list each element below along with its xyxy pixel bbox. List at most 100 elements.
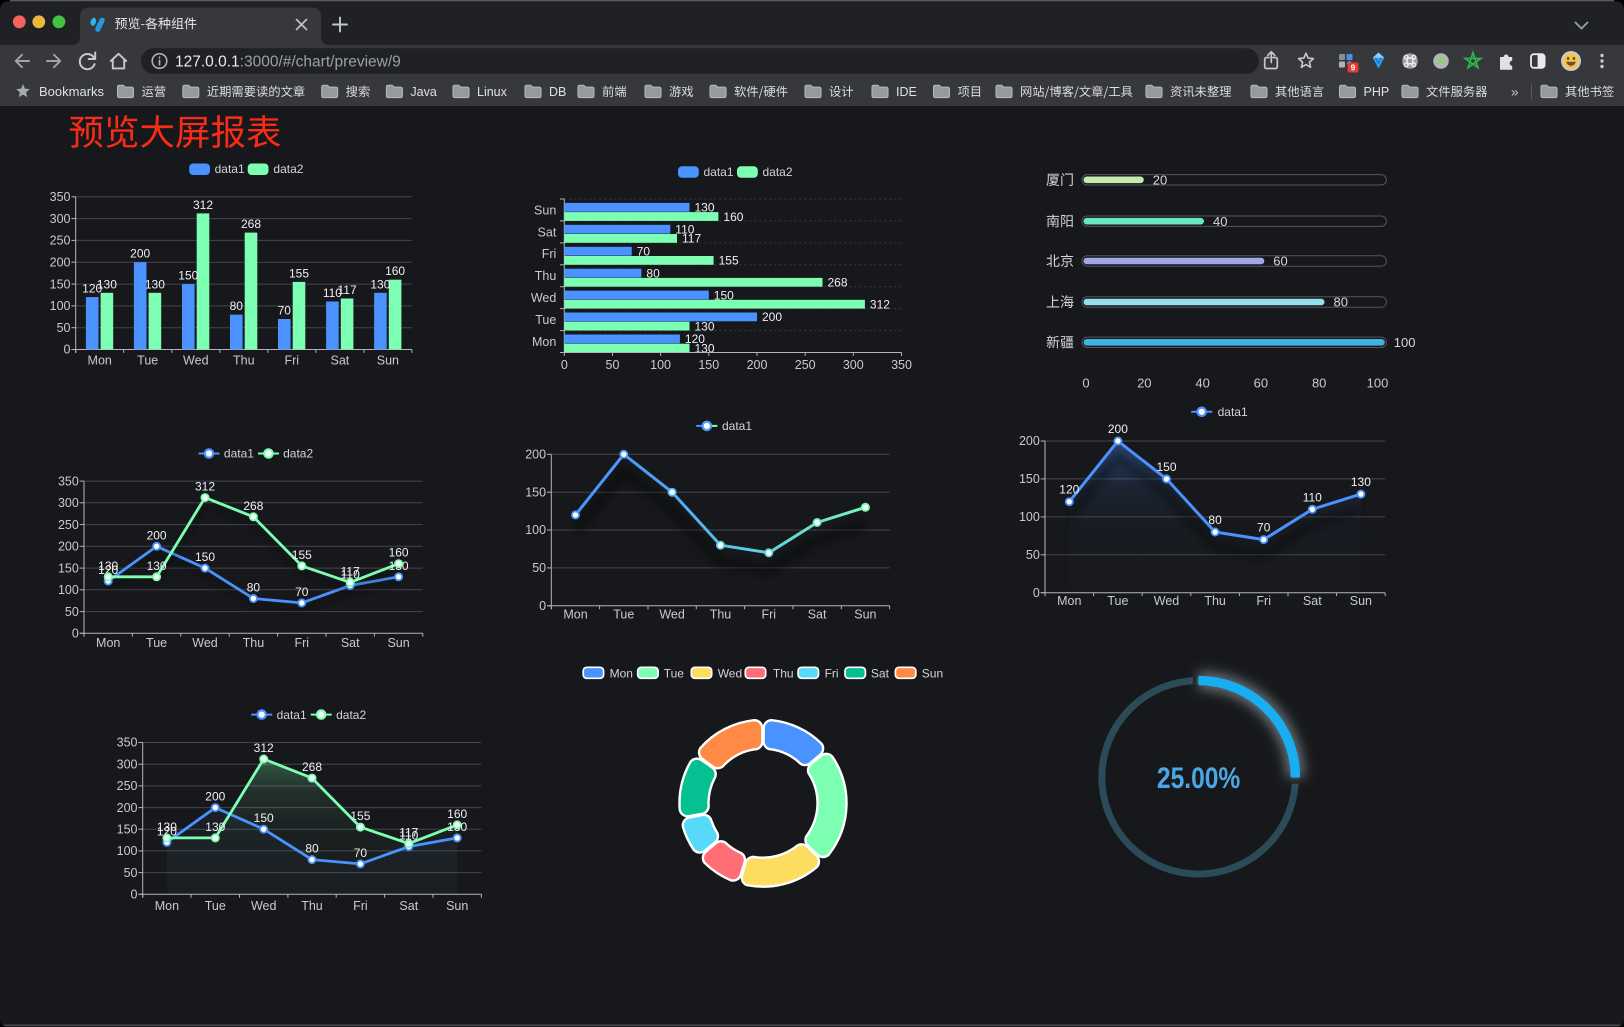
svg-text:Sun: Sun (534, 203, 556, 217)
svg-text:50: 50 (606, 358, 620, 372)
svg-text:120: 120 (1059, 483, 1079, 497)
svg-text:117: 117 (682, 232, 701, 246)
svg-text:Sat: Sat (399, 899, 418, 913)
svg-text:200: 200 (1108, 422, 1128, 436)
svg-text:80: 80 (305, 842, 319, 856)
svg-text:Sun: Sun (854, 608, 876, 622)
svg-text:70: 70 (1257, 521, 1271, 535)
svg-text:Thu: Thu (1204, 594, 1226, 608)
svg-text:50: 50 (65, 605, 79, 619)
svg-text:0: 0 (1082, 376, 1089, 391)
svg-text:312: 312 (193, 198, 213, 212)
svg-text:312: 312 (195, 480, 215, 494)
svg-text:25.00%: 25.00% (1157, 760, 1240, 794)
svg-text:110: 110 (675, 223, 694, 237)
svg-text:200: 200 (58, 540, 79, 554)
svg-text:250: 250 (117, 779, 138, 793)
svg-text:100: 100 (1394, 335, 1416, 350)
svg-text:Sat: Sat (538, 225, 557, 239)
svg-text:150: 150 (714, 288, 734, 302)
svg-text:Wed: Wed (659, 608, 685, 622)
svg-text:Sat: Sat (871, 666, 890, 680)
svg-text:Sun: Sun (377, 354, 399, 368)
svg-text:Fri: Fri (762, 608, 777, 622)
svg-text:Sun: Sun (1350, 594, 1372, 608)
svg-text:60: 60 (1273, 254, 1287, 269)
svg-text:130: 130 (695, 341, 715, 355)
svg-text:160: 160 (389, 546, 409, 560)
svg-text:155: 155 (292, 548, 312, 562)
svg-text:data1: data1 (224, 447, 254, 461)
svg-text:130: 130 (97, 277, 117, 291)
svg-text:Mon: Mon (88, 354, 112, 368)
svg-text:Bookmarks: Bookmarks (39, 84, 105, 99)
svg-text:80: 80 (1312, 376, 1326, 391)
svg-text:Thu: Thu (773, 666, 794, 680)
svg-text:160: 160 (447, 807, 467, 821)
svg-text:data1: data1 (1218, 405, 1248, 419)
svg-text:268: 268 (828, 276, 848, 290)
svg-text:Thu: Thu (710, 608, 732, 622)
svg-text:150: 150 (58, 561, 79, 575)
svg-text:Thu: Thu (233, 354, 255, 368)
svg-text:100: 100 (58, 583, 79, 597)
svg-text:Thu: Thu (243, 636, 265, 650)
svg-text:150: 150 (254, 811, 274, 825)
svg-text:300: 300 (843, 358, 864, 372)
svg-text:200: 200 (525, 448, 546, 462)
svg-text:300: 300 (117, 757, 138, 771)
svg-text:data1: data1 (722, 419, 752, 433)
svg-text:60: 60 (1254, 376, 1268, 391)
svg-text:50: 50 (124, 866, 138, 880)
svg-text:200: 200 (147, 528, 167, 542)
svg-text:40: 40 (1195, 376, 1209, 391)
svg-text:0: 0 (1033, 586, 1040, 600)
svg-text:Mon: Mon (155, 899, 179, 913)
svg-text:110: 110 (399, 829, 418, 843)
svg-text:70: 70 (278, 304, 292, 318)
svg-text:250: 250 (795, 358, 816, 372)
svg-text:160: 160 (385, 264, 405, 278)
svg-text:155: 155 (289, 266, 309, 280)
svg-text:20: 20 (1153, 172, 1167, 187)
svg-text:50: 50 (532, 561, 546, 575)
svg-text:200: 200 (50, 255, 71, 269)
svg-text:130: 130 (145, 277, 165, 291)
svg-text:150: 150 (1156, 460, 1176, 474)
svg-text:Mon: Mon (532, 335, 556, 349)
svg-text:100: 100 (1019, 510, 1040, 524)
svg-text:70: 70 (637, 245, 651, 259)
svg-text:200: 200 (747, 358, 768, 372)
svg-text:data2: data2 (283, 447, 313, 461)
svg-text:120: 120 (98, 563, 118, 577)
svg-text:Mon: Mon (563, 608, 587, 622)
svg-text:130: 130 (1351, 475, 1371, 489)
svg-text:100: 100 (117, 844, 138, 858)
svg-text:Tue: Tue (1107, 594, 1128, 608)
svg-text:0: 0 (72, 627, 79, 641)
svg-text:0: 0 (561, 358, 568, 372)
svg-text:Wed: Wed (251, 899, 277, 913)
svg-text:»: » (1511, 85, 1519, 100)
svg-text:PHP: PHP (1364, 85, 1390, 99)
svg-text:Tue: Tue (205, 899, 226, 913)
svg-text:9: 9 (1351, 63, 1356, 73)
svg-text:Sun: Sun (446, 899, 468, 913)
svg-text:Wed: Wed (1154, 594, 1180, 608)
svg-text:117: 117 (399, 826, 418, 840)
svg-text:200: 200 (130, 247, 150, 261)
svg-text:Wed: Wed (531, 291, 557, 305)
svg-text:117: 117 (341, 564, 360, 578)
svg-text:Tue: Tue (146, 636, 167, 650)
svg-text:100: 100 (650, 358, 671, 372)
svg-text:data2: data2 (336, 708, 366, 722)
svg-text:130: 130 (695, 201, 715, 215)
svg-text:Wed: Wed (718, 666, 742, 680)
svg-text:Linux: Linux (477, 85, 508, 99)
svg-text:Thu: Thu (535, 269, 557, 283)
svg-text:data1: data1 (215, 162, 245, 176)
svg-text:data2: data2 (763, 165, 793, 179)
svg-text:80: 80 (230, 299, 244, 313)
svg-text:Sat: Sat (1303, 594, 1322, 608)
svg-text:Mon: Mon (1057, 594, 1081, 608)
